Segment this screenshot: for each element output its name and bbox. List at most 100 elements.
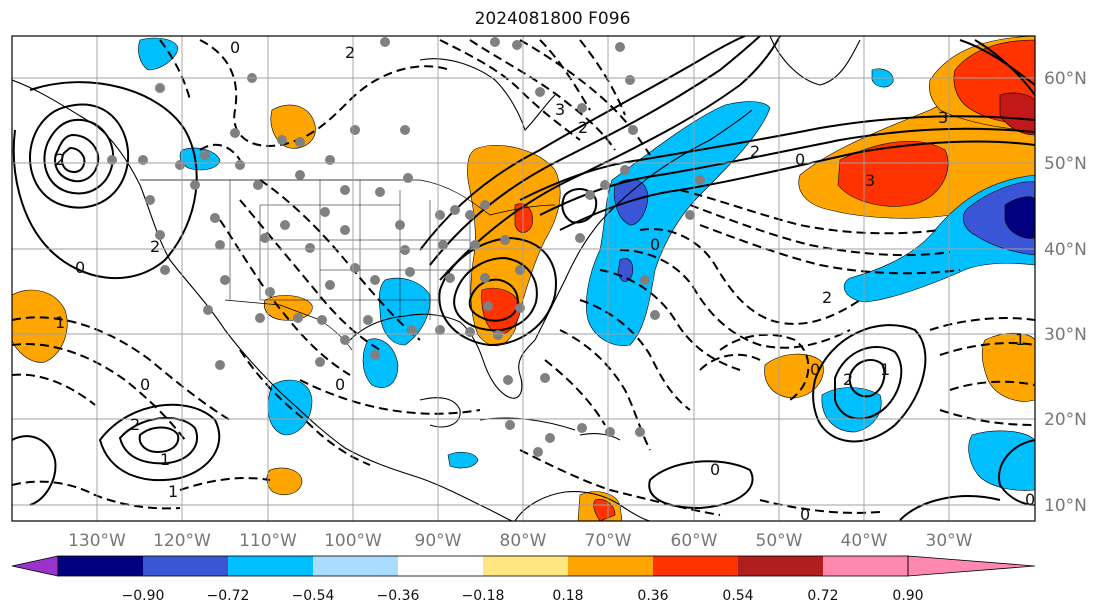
lat-label: 50°N xyxy=(1044,154,1087,174)
contour-neg-gulf xyxy=(299,379,481,415)
lat-label: 30°N xyxy=(1044,325,1087,345)
contour-neg-north-atlantic-3 xyxy=(699,224,961,275)
contour-neg-atlantic-6 xyxy=(544,359,606,426)
contour-label: 2 xyxy=(822,288,832,307)
contour-label: 0 xyxy=(650,235,660,254)
contour-neg-caribbean-2 xyxy=(759,499,881,514)
contour-neg-central-3 xyxy=(219,219,351,376)
contour-neg-greenland xyxy=(539,39,626,116)
colorbar-segment xyxy=(143,556,228,576)
contour-label: 2 xyxy=(578,118,588,137)
colorbar-tick-label: −0.36 xyxy=(377,588,420,604)
lon-label: 60°W xyxy=(671,531,718,551)
contour-pos-southwest xyxy=(12,435,57,506)
contour-label: 2 xyxy=(130,415,140,434)
contour-neg-atlantic-3 xyxy=(599,269,741,371)
contour-pos-pacific-low-2 xyxy=(43,118,115,195)
colorbar-segment xyxy=(483,556,568,576)
colorbar: −0.90 −0.72 −0.54 −0.36 −0.18 0.18 0.36 … xyxy=(11,555,1036,604)
contour-label: 2 xyxy=(150,237,160,256)
lon-label: 70°W xyxy=(585,531,632,551)
contour-neg-central-1 xyxy=(259,179,421,341)
colorbar-tick-label: −0.54 xyxy=(292,588,335,604)
contour-neg-central-2 xyxy=(239,199,381,351)
contour-neg-canada-2 xyxy=(439,39,581,141)
contour-label: 0 xyxy=(335,375,345,394)
contour-pos-pacific-outer xyxy=(12,81,198,280)
map-title: 2024081800 F096 xyxy=(474,9,631,29)
shade-red-midatlantic xyxy=(514,203,533,233)
lon-label: 110°W xyxy=(239,531,297,551)
shade-darkred-greenland xyxy=(999,92,1035,136)
contour-labels: 0 2 3 2 0 3 3 2 2 2 1 0 1 2 0 1 0 1 0 0 … xyxy=(55,38,1035,521)
contour-label: 2 xyxy=(345,43,355,62)
colorbar-extend-high xyxy=(907,555,1036,577)
contour-pos-greenland-high xyxy=(959,39,1035,96)
contour-neg-canada-4 xyxy=(519,39,651,156)
contour-neg-canada-3 xyxy=(469,39,616,151)
contour-neg-east-4 xyxy=(939,409,1035,426)
contour-label: 3 xyxy=(938,108,948,127)
contour-neg-east-2 xyxy=(939,342,1035,356)
lat-label: 10°N xyxy=(1044,496,1087,516)
latitude-labels: 60°N 50°N 40°N 30°N 20°N 10°N xyxy=(1044,69,1087,516)
contour-pos-atlantic-south xyxy=(899,495,1001,521)
colorbar-outline xyxy=(57,555,909,577)
contour-label: 1 xyxy=(55,313,65,332)
contour-pos-atlantic-east xyxy=(998,439,1035,506)
contour-label: 2 xyxy=(843,370,853,389)
contour-pos-jet-4 xyxy=(519,115,1035,201)
colorbar-segment xyxy=(823,556,908,576)
contour-neg-mexico xyxy=(239,349,371,466)
contour-pos-atlantic-low-3 xyxy=(848,359,886,398)
coast-yucatan xyxy=(419,397,461,428)
shade-orange-eastern-atlantic xyxy=(981,332,1035,402)
colorbar-segment xyxy=(398,556,483,576)
colorbar-tick-label: 0.54 xyxy=(722,588,753,604)
contour-label: 1 xyxy=(880,360,890,379)
contour-neg-north-atlantic-2 xyxy=(689,204,951,257)
lat-label: 20°N xyxy=(1044,410,1087,430)
colorbar-segment xyxy=(568,556,653,576)
shade-cyan-texas xyxy=(362,338,399,388)
contour-neg-caribbean-1 xyxy=(519,449,721,516)
grid-lines xyxy=(12,36,1035,521)
colorbar-tick-label: 0.72 xyxy=(807,588,838,604)
colorbar-extend-low xyxy=(11,555,59,577)
contour-pos-jet-2 xyxy=(429,36,761,266)
contour-label: 2 xyxy=(55,150,65,169)
colorbar-tick-label: −0.72 xyxy=(207,588,250,604)
shade-cyan-midatlantic xyxy=(821,387,882,433)
contour-label: 1 xyxy=(160,450,170,469)
coast-hudson xyxy=(419,58,556,132)
lon-label: 40°W xyxy=(841,531,888,551)
lat-label: 60°N xyxy=(1044,69,1087,89)
shade-orange-mexico-pacific xyxy=(266,467,303,495)
shade-cyan-hudson xyxy=(138,37,179,71)
contour-neg-south-pacific-2 xyxy=(179,477,271,491)
colorbar-segment xyxy=(738,556,823,576)
station-markers xyxy=(107,37,705,457)
contour-neg-south-pacific-1 xyxy=(12,480,181,510)
lon-label: 130°W xyxy=(68,531,126,551)
contour-label: 0 xyxy=(75,258,85,277)
state-lines xyxy=(229,180,471,330)
colorbar-segment xyxy=(653,556,738,576)
lon-label: 30°W xyxy=(926,531,973,551)
shade-cyan-gulf xyxy=(378,277,431,346)
shade-navy-atlantic-east xyxy=(1004,196,1035,239)
contour-label: 0 xyxy=(795,150,805,169)
contour-neg-atlantic-1 xyxy=(639,228,861,325)
colorbar-tick-label: 0.36 xyxy=(637,588,668,604)
coast-southamerica xyxy=(514,491,651,521)
shade-cyan-caribbean xyxy=(447,451,479,469)
contour-pos-pacific-low-1 xyxy=(29,103,130,209)
contour-neg-canada-west xyxy=(159,39,241,161)
contour-pos-pacific-south-1 xyxy=(98,403,221,482)
contour-neg-midatlantic-1 xyxy=(719,333,810,401)
shade-cyan-canada-west xyxy=(179,147,221,171)
contour-neg-north-atlantic-1 xyxy=(679,189,941,235)
contour-neg-atlantic-2 xyxy=(619,249,851,349)
border-us-canada xyxy=(140,179,556,216)
